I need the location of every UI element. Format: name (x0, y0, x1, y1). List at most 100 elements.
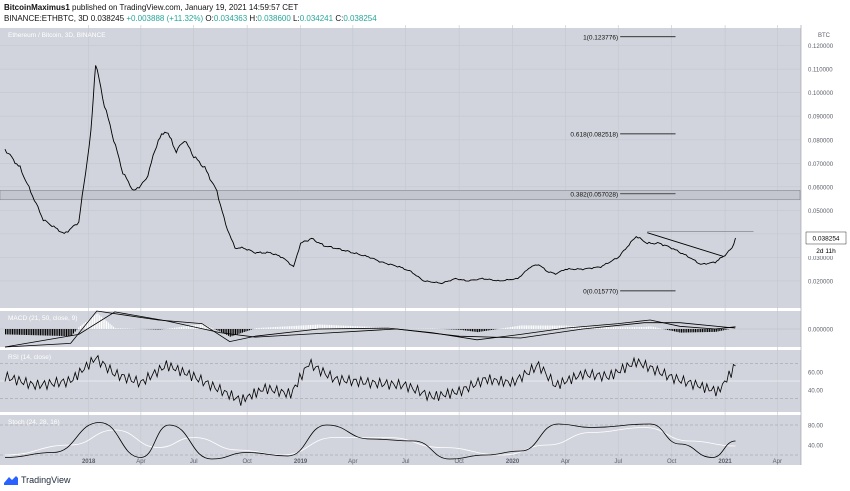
macd-hist-bar (116, 328, 118, 329)
macd-hist-bar (541, 325, 543, 329)
macd-hist-bar (534, 325, 536, 329)
macd-hist-bar (459, 329, 461, 330)
macd-hist-bar (457, 329, 460, 330)
macd-hist-bar (102, 318, 104, 329)
stoch-k-line (4, 422, 736, 460)
macd-hist-bar (348, 325, 350, 329)
macd-hist-bar (522, 325, 524, 329)
macd-hist-bar (198, 324, 200, 329)
macd-hist-bar (518, 325, 521, 329)
macd-hist-bar (701, 329, 703, 333)
macd-hist-bar (121, 328, 123, 329)
macd-hist-bar (233, 329, 235, 336)
macd-hist-bar (581, 326, 583, 329)
macd-hist-bar (464, 329, 467, 331)
macd-hist-bar (365, 326, 367, 329)
fib-level-label: 1(0.123776) (583, 34, 618, 41)
macd-hist-bar (597, 326, 599, 329)
macd-hist-bar (607, 327, 609, 329)
macd-hist-bar (99, 315, 101, 329)
macd-hist-bar (367, 326, 369, 329)
macd-hist-bar (158, 329, 160, 330)
macd-hist-bar (201, 323, 203, 329)
macd-hist-bar (295, 325, 298, 329)
macd-hist-bar (721, 329, 723, 331)
macd-hist-bar (109, 323, 111, 329)
macd-hist-bar (250, 329, 252, 330)
macd-hist-bar (682, 329, 684, 333)
macd-hist-bar (11, 329, 14, 335)
macd-hist-bar (478, 329, 480, 332)
macd-hist-bar (273, 327, 275, 329)
macd-hist-bar (337, 325, 339, 329)
macd-hist-bar (97, 313, 99, 329)
macd-hist-bar (182, 326, 184, 329)
high-value: 0.038600 (257, 14, 291, 23)
macd-hist-bar (675, 329, 677, 332)
macd-hist-bar (189, 325, 191, 329)
chart-area[interactable]: 0.0200000.0300000.0400000.0500000.060000… (0, 25, 850, 465)
macd-hist-bar (586, 326, 588, 329)
macd-hist-bar (578, 326, 580, 329)
macd-hist-bar (475, 329, 477, 332)
macd-hist-bar (261, 327, 263, 329)
macd-hist-bar (613, 327, 615, 329)
macd-hist-bar (17, 329, 19, 335)
macd-hist-bar (358, 326, 360, 329)
macd-hist-bar (18, 329, 21, 335)
resistance-zone-box (0, 190, 801, 201)
rsi-title: RSI (14, close) (8, 354, 51, 361)
macd-hist-bar (90, 318, 92, 329)
price-tick-label: 0.020000 (808, 279, 834, 285)
macd-hist-bar (484, 329, 486, 332)
macd-hist-bar (677, 329, 679, 333)
macd-hist-bar (543, 325, 545, 329)
macd-hist-bar (708, 329, 710, 333)
rsi-line (4, 354, 736, 406)
price-tick-label: 0.050000 (808, 209, 834, 215)
macd-hist-bar (600, 326, 602, 329)
macd-hist-bar (646, 326, 648, 329)
macd-hist-bar (649, 326, 651, 329)
macd-hist-bar (700, 329, 702, 333)
macd-hist-bar (177, 327, 179, 329)
macd-hist-bar (278, 326, 280, 329)
macd-hist-bar (621, 327, 623, 329)
macd-hist-bar (95, 314, 97, 329)
macd-hist-bar (332, 325, 334, 329)
date-tick-label: Oct (242, 459, 252, 465)
macd-hist-bar (93, 315, 95, 329)
fib-level-label: 0.618(0.082518) (570, 131, 618, 138)
tradingview-footer[interactable]: TradingView (4, 475, 71, 485)
macd-hist-bar (539, 325, 541, 329)
footer-brand: TradingView (21, 475, 71, 485)
last-price: 0.038245 (90, 14, 125, 23)
macd-hist-bar (186, 326, 188, 329)
macd-hist-bar (705, 329, 707, 333)
macd-hist-bar (212, 328, 214, 329)
macd-hist-bar (707, 329, 709, 333)
macd-hist-bar (210, 327, 212, 329)
macd-hist-bar (660, 328, 662, 329)
macd-hist-bar (532, 325, 534, 329)
macd-hist-bar (123, 328, 125, 329)
macd-hist-bar (283, 326, 285, 329)
macd-hist-bar (172, 327, 174, 329)
tradingview-logo-icon (4, 476, 18, 485)
macd-hist-bar (722, 329, 724, 331)
macd-hist-bar (304, 325, 306, 329)
macd-hist-bar (503, 328, 505, 329)
macd-hist-bar (576, 326, 578, 329)
macd-hist-bar (548, 325, 550, 329)
macd-hist-bar (215, 329, 217, 330)
macd-hist-bar (219, 329, 221, 332)
macd-hist-bar (217, 329, 219, 331)
macd-hist-bar (456, 329, 458, 330)
macd-hist-bar (667, 329, 669, 330)
macd-hist-bar (173, 327, 176, 329)
macd-hist-bar (639, 327, 641, 329)
macd-hist-bar (473, 329, 475, 332)
rsi-tick-label: 60.00 (808, 371, 824, 377)
macd-title: MACD (21, 50, close, 9) (8, 315, 77, 322)
macd-hist-bar (268, 327, 270, 329)
